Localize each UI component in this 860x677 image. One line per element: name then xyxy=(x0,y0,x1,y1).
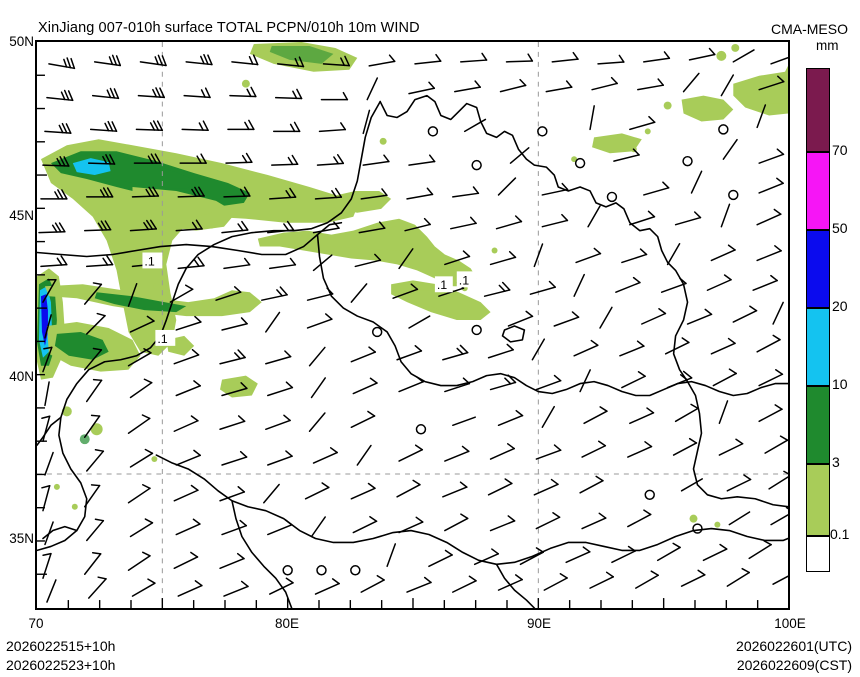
colorbar-segment-20-50 xyxy=(806,230,830,308)
colorbar-unit-label: mm xyxy=(816,38,839,53)
page-title: XinJiang 007-010h surface TOTAL PCPN/010… xyxy=(38,20,420,36)
contour-label: .1 xyxy=(437,278,447,292)
precip-contour-fill xyxy=(37,42,788,528)
model-label: CMA-MESO xyxy=(771,21,848,37)
map-canvas: .1 .1 .1 .1 xyxy=(37,42,788,608)
ytick-label-40n: 40N xyxy=(9,369,34,384)
map-borders xyxy=(37,94,788,608)
ytick-label-50n: 50N xyxy=(9,34,34,49)
footer-init-time-utc: 2026022515+10h xyxy=(6,638,116,654)
colorbar-segment-3-10 xyxy=(806,386,830,464)
colorbar-segment-above-70 xyxy=(806,68,830,152)
colorbar-segment-10-20 xyxy=(806,308,830,386)
map-plot-area[interactable]: .1 .1 .1 .1 xyxy=(35,40,790,610)
colorbar-tick-3: 3 xyxy=(832,454,840,470)
colorbar-tick-70: 70 xyxy=(832,142,848,158)
xtick-label-70: 70 xyxy=(28,616,44,631)
colorbar-segment-01-3 xyxy=(806,464,830,536)
footer-valid-time-cst: 2026022609(CST) xyxy=(736,657,852,673)
colorbar-tick-20: 20 xyxy=(832,298,848,314)
contour-label: .1 xyxy=(144,254,154,268)
colorbar[interactable] xyxy=(806,68,830,572)
contour-label: .1 xyxy=(459,273,469,287)
footer-valid-time-utc: 2026022601(UTC) xyxy=(736,638,852,654)
xtick-label-90e: 90E xyxy=(526,616,552,631)
colorbar-tick-01: 0.1 xyxy=(830,526,850,542)
ytick-label-35n: 35N xyxy=(9,531,34,546)
contour-label-group: .1 .1 .1 .1 xyxy=(142,252,477,346)
axis-ticks-inner xyxy=(37,74,759,608)
colorbar-segment-50-70 xyxy=(806,152,830,230)
footer-init-time-cst: 2026022523+10h xyxy=(6,657,116,673)
wind-barb-field xyxy=(37,46,788,603)
xtick-label-100e: 100E xyxy=(774,616,806,631)
colorbar-tick-50: 50 xyxy=(832,220,848,236)
xtick-label-80e: 80E xyxy=(274,616,300,631)
colorbar-segment-below-01 xyxy=(806,536,830,572)
colorbar-tick-10: 10 xyxy=(832,376,848,392)
contour-label: .1 xyxy=(157,332,167,346)
ytick-label-45n: 45N xyxy=(9,208,34,223)
